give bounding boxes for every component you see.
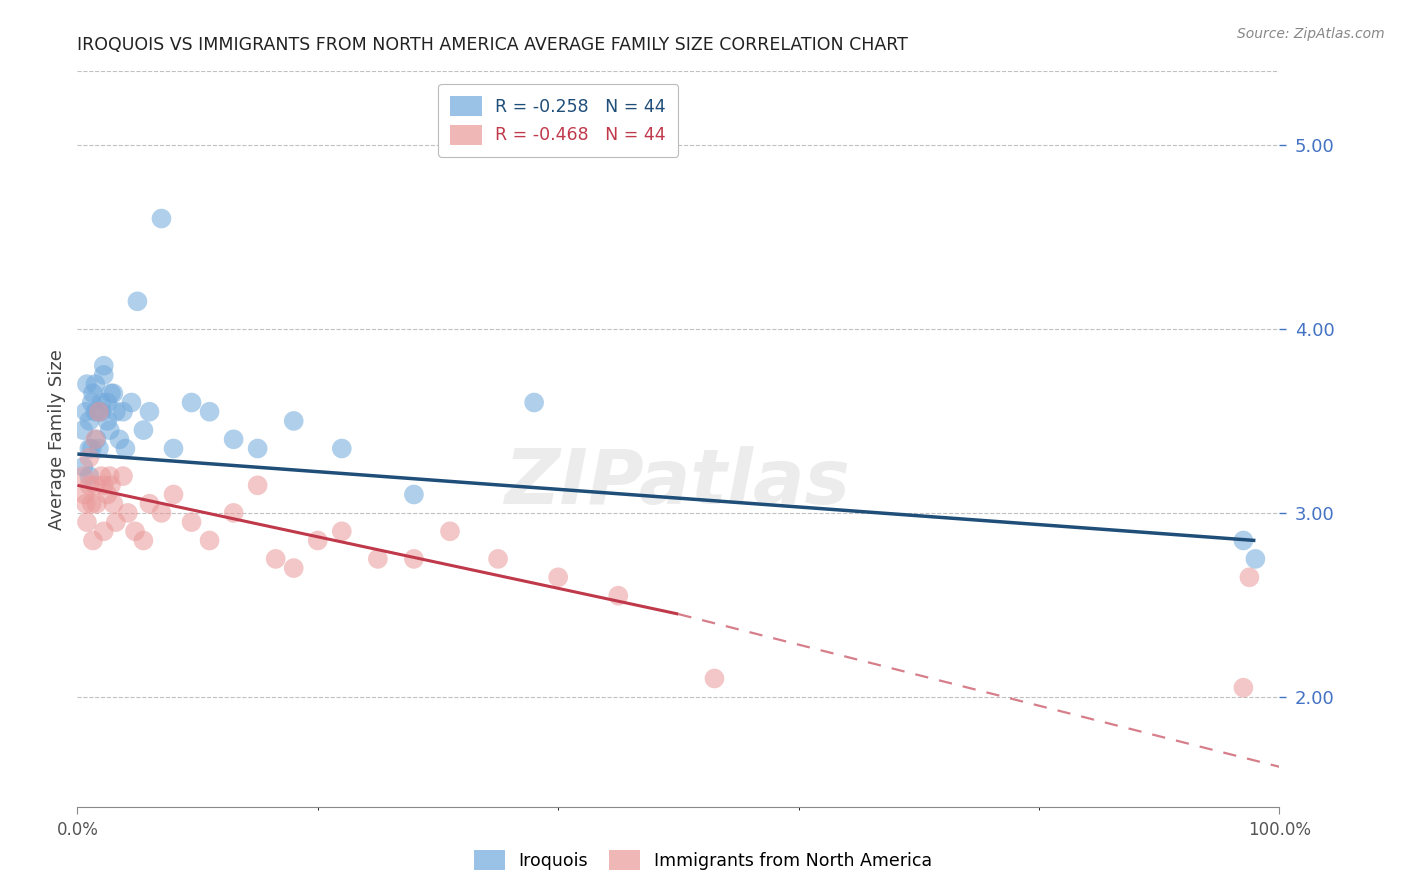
Point xyxy=(98,423,121,437)
Point xyxy=(100,386,122,401)
Point xyxy=(84,478,107,492)
Point xyxy=(108,433,131,447)
Point xyxy=(72,423,94,437)
Point xyxy=(90,405,112,419)
Point xyxy=(87,405,110,419)
Point xyxy=(87,405,110,419)
Point xyxy=(75,497,97,511)
Point xyxy=(80,497,103,511)
Point xyxy=(82,533,104,548)
Point xyxy=(103,497,125,511)
Point xyxy=(104,405,127,419)
Point xyxy=(180,515,202,529)
Point xyxy=(96,414,118,428)
Point xyxy=(180,395,202,409)
Point xyxy=(114,442,136,456)
Point xyxy=(93,478,115,492)
Point xyxy=(80,395,103,409)
Point xyxy=(86,433,108,447)
Point xyxy=(76,377,98,392)
Point xyxy=(138,405,160,419)
Point xyxy=(72,469,94,483)
Point xyxy=(79,450,101,465)
Point xyxy=(246,442,269,456)
Point xyxy=(76,515,98,529)
Y-axis label: Average Family Size: Average Family Size xyxy=(48,349,66,530)
Point xyxy=(127,294,149,309)
Point xyxy=(124,524,146,539)
Point xyxy=(523,395,546,409)
Point xyxy=(79,442,101,456)
Point xyxy=(79,478,101,492)
Point xyxy=(132,423,155,437)
Point xyxy=(246,478,269,492)
Point xyxy=(111,469,134,483)
Point xyxy=(73,487,96,501)
Point xyxy=(222,433,245,447)
Point xyxy=(100,478,122,492)
Point xyxy=(367,552,389,566)
Point xyxy=(120,395,142,409)
Point xyxy=(103,386,125,401)
Point xyxy=(330,524,353,539)
Point xyxy=(93,524,115,539)
Point xyxy=(264,552,287,566)
Point xyxy=(283,414,305,428)
Point xyxy=(96,395,118,409)
Point xyxy=(198,533,221,548)
Point xyxy=(330,442,353,456)
Point xyxy=(1232,533,1254,548)
Point xyxy=(486,552,509,566)
Point xyxy=(150,506,173,520)
Point xyxy=(93,359,115,373)
Point xyxy=(79,414,101,428)
Point xyxy=(86,497,108,511)
Point xyxy=(87,442,110,456)
Point xyxy=(80,442,103,456)
Point xyxy=(90,395,112,409)
Point xyxy=(79,469,101,483)
Point xyxy=(162,442,184,456)
Point xyxy=(1239,570,1261,584)
Point xyxy=(150,211,173,226)
Point xyxy=(84,377,107,392)
Text: ZIPatlas: ZIPatlas xyxy=(505,447,852,520)
Point xyxy=(607,589,630,603)
Point xyxy=(402,487,425,501)
Point xyxy=(283,561,305,575)
Point xyxy=(104,515,127,529)
Point xyxy=(75,405,97,419)
Point xyxy=(703,672,725,686)
Point xyxy=(439,524,461,539)
Point xyxy=(72,459,94,474)
Point xyxy=(111,405,134,419)
Point xyxy=(84,433,107,447)
Point xyxy=(96,487,118,501)
Point xyxy=(402,552,425,566)
Point xyxy=(547,570,569,584)
Point xyxy=(162,487,184,501)
Point xyxy=(138,497,160,511)
Legend: R = -0.258   N = 44, R = -0.468   N = 44: R = -0.258 N = 44, R = -0.468 N = 44 xyxy=(439,84,678,157)
Legend: Iroquois, Immigrants from North America: Iroquois, Immigrants from North America xyxy=(465,841,941,879)
Point xyxy=(84,405,107,419)
Point xyxy=(222,506,245,520)
Point xyxy=(307,533,329,548)
Text: IROQUOIS VS IMMIGRANTS FROM NORTH AMERICA AVERAGE FAMILY SIZE CORRELATION CHART: IROQUOIS VS IMMIGRANTS FROM NORTH AMERIC… xyxy=(77,36,908,54)
Point xyxy=(1244,552,1267,566)
Point xyxy=(117,506,139,520)
Point xyxy=(1232,681,1254,695)
Point xyxy=(198,405,221,419)
Point xyxy=(90,469,112,483)
Text: Source: ZipAtlas.com: Source: ZipAtlas.com xyxy=(1237,27,1385,41)
Point xyxy=(132,533,155,548)
Point xyxy=(93,368,115,382)
Point xyxy=(82,386,104,401)
Point xyxy=(98,469,121,483)
